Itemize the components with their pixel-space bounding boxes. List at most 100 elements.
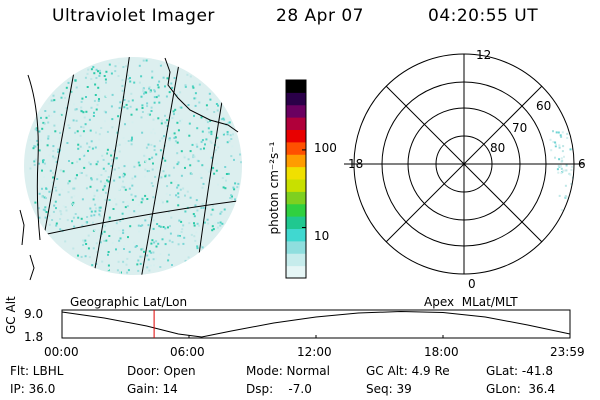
emission-pixel [162,170,165,173]
emission-pixel [78,84,81,87]
emission-pixel [234,182,237,185]
emission-pixel [573,241,574,244]
emission-pixel [135,211,138,214]
emission-pixel [179,188,182,191]
emission-pixel [64,206,67,209]
emission-pixel [113,168,116,171]
emission-pixel [224,222,227,225]
emission-pixel [80,106,83,109]
emission-pixel [123,248,125,250]
emission-pixel [121,84,124,87]
emission-pixel [51,99,54,102]
emission-pixel [177,184,180,187]
emission-pixel [44,216,47,219]
emission-pixel [209,98,212,101]
emission-pixel [129,181,132,184]
emission-pixel [158,62,161,65]
emission-pixel [90,178,93,181]
color-bar-segment [286,80,306,93]
emission-pixel [224,166,227,168]
emission-pixel [68,180,71,183]
emission-pixel [99,78,102,80]
emission-pixel [95,108,98,111]
emission-pixel [99,72,102,75]
emission-pixel [45,197,47,200]
emission-pixel [146,198,149,200]
color-bar-segment [286,104,306,118]
emission-pixel [101,154,104,157]
emission-pixel [232,186,235,189]
emission-pixel [212,228,215,231]
emission-pixel [201,139,204,142]
emission-pixel [584,141,586,143]
emission-pixel [85,96,87,98]
emission-pixel [200,176,203,179]
emission-pixel [123,173,126,176]
emission-pixel [140,116,143,119]
emission-pixel [201,203,204,205]
emission-pixel [193,235,196,238]
emission-pixel [71,203,74,206]
emission-pixel [193,114,195,117]
emission-pixel [106,179,109,182]
emission-pixel [144,175,147,178]
emission-pixel [184,194,186,197]
geo-caption: Geographic Lat/Lon [70,295,188,309]
emission-pixel [559,164,562,167]
emission-pixel [121,174,124,177]
emission-pixel [560,135,563,138]
emission-pixel [179,235,181,237]
emission-pixel [116,269,119,272]
mlat-label-80: 80 [490,141,506,155]
emission-pixel [84,221,86,224]
emission-pixel [139,255,142,258]
emission-pixel [34,145,37,148]
emission-pixel [33,163,36,166]
emission-pixel [569,173,572,176]
emission-pixel [567,223,570,226]
emission-pixel [153,241,156,244]
emission-pixel [131,121,134,124]
emission-pixel [167,211,170,214]
emission-pixel [160,176,163,179]
info-dsp: Dsp: -7.0 [246,382,312,396]
emission-pixel [148,250,151,253]
mlat-label-70: 70 [512,121,528,135]
emission-pixel [119,220,122,223]
emission-pixel [80,172,83,174]
emission-pixel [169,88,171,91]
emission-pixel [176,163,179,166]
emission-pixel [98,133,101,136]
emission-pixel [182,203,185,205]
emission-pixel [151,239,154,242]
aurora-emission-speckle [29,59,242,274]
emission-pixel [224,187,227,190]
emission-pixel [175,67,178,70]
emission-pixel [202,182,205,185]
emission-pixel [57,137,60,140]
emission-pixel [55,224,58,227]
emission-pixel [104,191,107,194]
emission-pixel [585,218,587,220]
emission-pixel [62,170,65,173]
emission-pixel [145,59,148,62]
emission-pixel [558,194,561,197]
emission-pixel [89,207,92,210]
emission-pixel [111,241,114,244]
emission-pixel [565,246,568,249]
emission-pixel [41,169,43,172]
emission-pixel [158,101,161,104]
emission-pixel [184,259,187,262]
emission-pixel [149,89,152,92]
altitude-plot [61,309,571,339]
emission-pixel [227,121,230,124]
emission-pixel [222,133,225,136]
emission-pixel [29,167,32,170]
emission-pixel [107,264,110,267]
emission-pixel [73,187,76,190]
emission-pixel [143,92,145,95]
emission-pixel [151,156,154,159]
emission-pixel [153,89,156,91]
mlt-label-18: 18 [348,157,364,171]
emission-pixel [143,154,146,157]
